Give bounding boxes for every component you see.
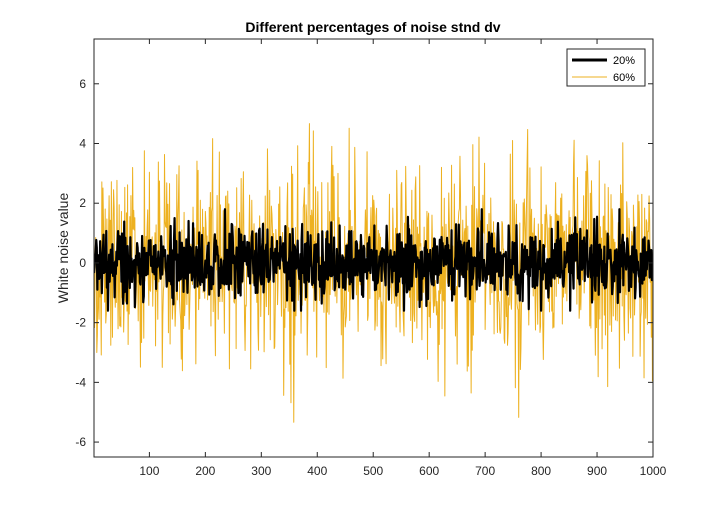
- x-tick-label: 400: [307, 464, 327, 478]
- x-tick-label: 600: [419, 464, 439, 478]
- x-tick-label: 200: [195, 464, 215, 478]
- y-axis: -6 -4 -2 0 2 4 6: [75, 77, 653, 449]
- y-tick-label: 6: [79, 77, 86, 91]
- y-tick-label: -6: [75, 435, 86, 449]
- legend-label-60: 60%: [613, 72, 635, 84]
- x-tick-label: 800: [531, 464, 551, 478]
- y-axis-label: White noise value: [55, 193, 71, 304]
- chart-title: Different percentages of noise stnd dv: [245, 19, 500, 35]
- x-tick-label: 700: [475, 464, 495, 478]
- y-tick-label: -4: [75, 375, 86, 389]
- legend-box: [566, 48, 646, 87]
- y-tick-label: 0: [79, 256, 86, 270]
- x-tick-label: 500: [363, 464, 383, 478]
- legend-label-20: 20%: [613, 55, 635, 67]
- x-tick-label: 900: [587, 464, 607, 478]
- y-tick-label: -2: [75, 316, 86, 330]
- series-line-20pct: [94, 208, 653, 312]
- legend: 20% 60%: [566, 48, 646, 87]
- y-tick-label: 2: [79, 196, 86, 210]
- y-tick-label: 4: [79, 137, 86, 151]
- series-layer: [94, 123, 653, 423]
- x-tick-label: 100: [139, 464, 159, 478]
- x-axis: 100 200 300 400 500 600 700 800 900 1000: [139, 39, 667, 478]
- x-tick-label: 300: [251, 464, 271, 478]
- x-tick-label: 1000: [640, 464, 667, 478]
